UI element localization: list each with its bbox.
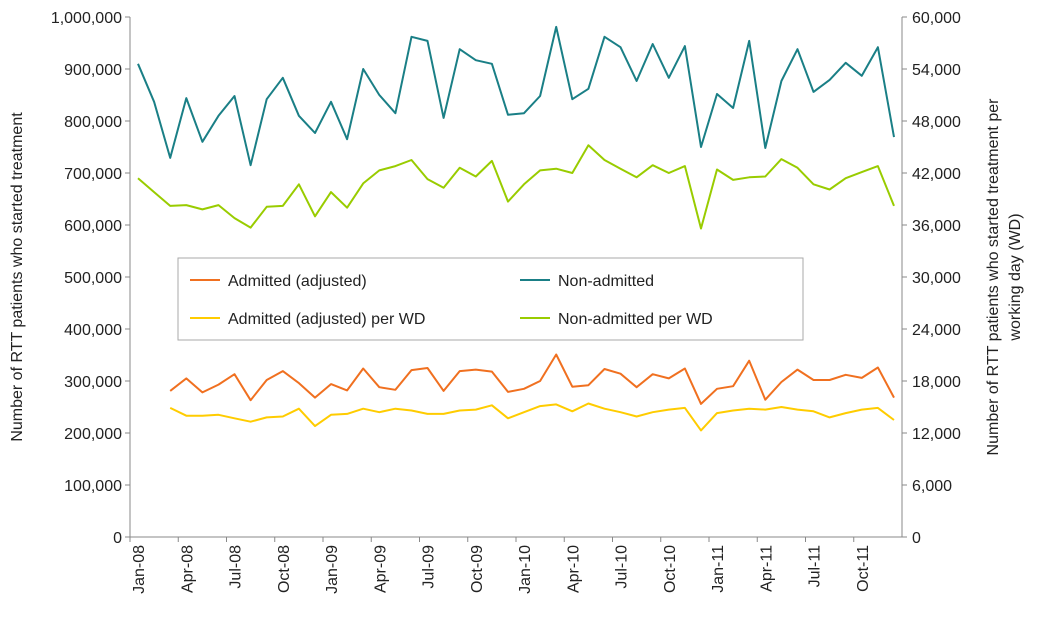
y2-tick-label: 18,000: [912, 374, 961, 391]
y-tick-label: 500,000: [64, 270, 122, 287]
x-tick-label: Jul-08: [228, 545, 245, 589]
y-tick-label: 200,000: [64, 426, 122, 443]
series-line: [169, 402, 895, 432]
x-tick-label: Jul-10: [614, 545, 631, 589]
x-tick-label: Apr-08: [179, 545, 196, 593]
x-tick-label: Oct-11: [855, 545, 872, 592]
y2-tick-label: 0: [912, 530, 921, 547]
y2-tick-label: 60,000: [912, 10, 961, 27]
x-tick-label: Oct-08: [276, 545, 293, 593]
series-line: [137, 25, 895, 167]
y2-tick-label: 6,000: [912, 478, 952, 495]
series-line: [169, 353, 895, 405]
series-line: [137, 144, 895, 230]
legend-label: Admitted (adjusted) per WD: [228, 311, 425, 328]
y-tick-label: 900,000: [64, 62, 122, 79]
y-tick-label: 700,000: [64, 166, 122, 183]
y2-tick-label: 30,000: [912, 270, 961, 287]
x-tick-label: Apr-11: [758, 545, 775, 592]
y2-tick-label: 54,000: [912, 62, 961, 79]
x-tick-label: Oct-10: [662, 545, 679, 593]
y2-axis-label: working day (WD): [1007, 213, 1024, 341]
legend-label: Non-admitted per WD: [558, 311, 713, 328]
x-tick-label: Apr-10: [565, 545, 582, 593]
y2-tick-label: 24,000: [912, 322, 961, 339]
legend-box: [177, 257, 804, 341]
y-tick-label: 800,000: [64, 114, 122, 131]
y-axis-label: Number of RTT patients who started treat…: [9, 112, 26, 442]
y-tick-label: 400,000: [64, 322, 122, 339]
y-tick-label: 0: [113, 530, 122, 547]
x-tick-label: Apr-09: [372, 545, 389, 593]
y-tick-label: 100,000: [64, 478, 122, 495]
y-tick-label: 300,000: [64, 374, 122, 391]
legend-label: Non-admitted: [558, 273, 654, 290]
x-tick-label: Jul-09: [421, 545, 438, 589]
y2-tick-label: 12,000: [912, 426, 961, 443]
x-tick-label: Oct-09: [469, 545, 486, 593]
x-tick-label: Jan-09: [324, 545, 341, 594]
legend-label: Admitted (adjusted): [228, 273, 367, 290]
y2-tick-label: 42,000: [912, 166, 961, 183]
y2-tick-label: 48,000: [912, 114, 961, 131]
x-tick-label: Jan-08: [131, 545, 148, 594]
x-tick-label: Jan-11: [710, 545, 727, 593]
y-tick-label: 600,000: [64, 218, 122, 235]
x-tick-label: Jul-11: [807, 545, 824, 587]
y2-axis-label: Number of RTT patients who started treat…: [985, 98, 1002, 456]
y-tick-label: 1,000,000: [51, 10, 122, 27]
y2-tick-label: 36,000: [912, 218, 961, 235]
x-tick-label: Jan-10: [517, 545, 534, 594]
